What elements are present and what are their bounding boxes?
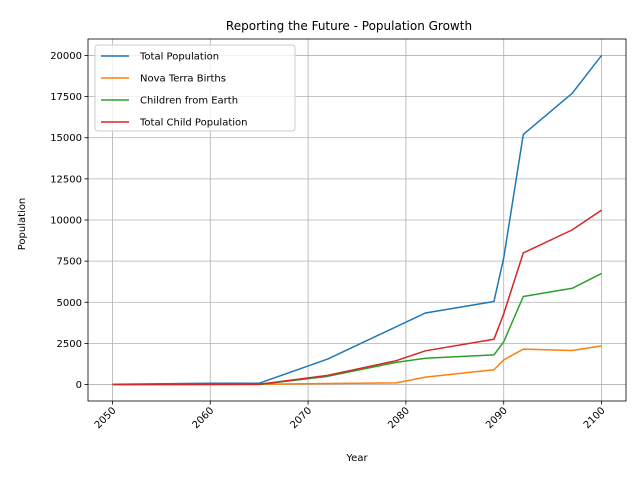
legend: Total Population Nova Terra Births Childre… [94,44,296,132]
y-tick-label: 5000 [57,298,82,309]
series-line-1 [112,54,603,385]
y-tick-label: 0 [76,380,82,391]
legend-label: Children from Earth [140,96,238,107]
legend-label: Nova Terra Births [140,74,226,85]
legend-label: Total Population [139,52,219,63]
y-tick-label: 10000 [50,216,82,227]
y-axis-label: Population [17,198,28,251]
x-axis-label: Year [345,453,368,464]
y-tick-label: 17500 [50,92,82,103]
legend-label: Total Child Population [139,118,247,129]
y-tick-label: 7500 [57,257,82,268]
y-tick-label: 12500 [50,174,82,185]
y-axis: 0 2500 5000 7500 10000 12500 15000 17500 20000 [50,51,88,391]
series-lines [112,54,603,386]
legend-box [94,44,296,132]
y-tick-label: 20000 [50,51,82,62]
series-line-4 [112,209,602,386]
grid-lines [88,39,626,401]
chart-title: Reporting the Future - Population Growth [226,19,472,33]
y-tick-label: 15000 [50,133,82,144]
y-tick-label: 2500 [57,339,82,350]
